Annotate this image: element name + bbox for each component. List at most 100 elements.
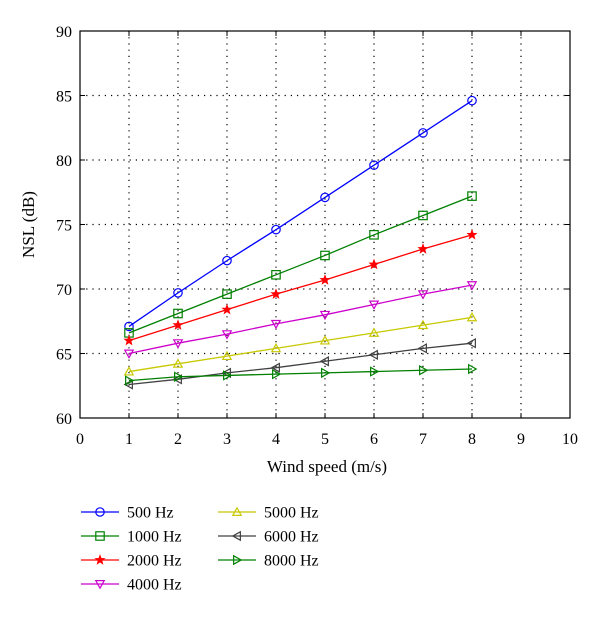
series-line bbox=[128, 195, 473, 334]
series-2000hz bbox=[123, 228, 478, 346]
data-point bbox=[466, 337, 476, 349]
data-point bbox=[270, 288, 282, 299]
legend-label: 2000 Hz bbox=[127, 553, 182, 570]
x-tick-label: 6 bbox=[370, 431, 378, 448]
legend-marker bbox=[231, 506, 243, 516]
data-point bbox=[369, 230, 379, 240]
data-point bbox=[417, 243, 429, 254]
data-point bbox=[368, 300, 380, 310]
legend-marker bbox=[95, 507, 105, 517]
data-point bbox=[173, 288, 183, 298]
data-point bbox=[222, 255, 232, 266]
data-point bbox=[272, 368, 282, 380]
data-point bbox=[271, 270, 281, 280]
data-point bbox=[467, 95, 477, 106]
legend-label: 5000 Hz bbox=[264, 505, 319, 522]
legend-marker bbox=[231, 530, 241, 542]
data-point bbox=[369, 160, 379, 170]
data-point bbox=[221, 330, 233, 340]
grid-lines bbox=[80, 31, 570, 418]
data-point bbox=[368, 258, 380, 270]
legend-item: 8000 Hz bbox=[218, 553, 319, 570]
y-tick-label: 90 bbox=[56, 24, 72, 41]
data-point bbox=[319, 335, 331, 345]
data-point bbox=[124, 321, 134, 332]
legend-label: 4000 Hz bbox=[127, 577, 182, 594]
data-point bbox=[370, 366, 380, 377]
data-point bbox=[270, 362, 280, 373]
legend-marker bbox=[95, 531, 105, 541]
data-point bbox=[123, 334, 135, 346]
data-point bbox=[319, 310, 331, 321]
data-point bbox=[418, 210, 428, 221]
legend-item: 6000 Hz bbox=[218, 529, 319, 546]
x-tick-label: 8 bbox=[468, 431, 476, 448]
legend: 500 Hz 1000 Hz 2000 Hz 4000 Hz 5000 Hz 6000 H… bbox=[81, 505, 319, 594]
series-6000hz bbox=[123, 337, 476, 390]
axes: 0 1 2 3 4 5 6 7 8 9 10 60 65 70 75 80 85 90 Wind speed (m/… bbox=[19, 24, 578, 476]
data-point bbox=[125, 375, 135, 386]
series-line bbox=[128, 342, 473, 386]
data-point bbox=[368, 349, 378, 361]
y-tick-label: 85 bbox=[56, 89, 72, 106]
legend-label: 8000 Hz bbox=[264, 553, 319, 570]
data-point bbox=[419, 365, 429, 376]
series-line bbox=[128, 368, 473, 382]
data-point bbox=[172, 319, 184, 330]
series-line bbox=[128, 316, 473, 373]
legend-item: 5000 Hz bbox=[218, 505, 319, 522]
data-point bbox=[468, 363, 478, 375]
legend-marker bbox=[233, 554, 243, 566]
data-point bbox=[174, 371, 184, 382]
data-point bbox=[271, 224, 281, 235]
x-tick-label: 5 bbox=[321, 431, 329, 448]
data-point bbox=[319, 356, 329, 367]
x-tick-label: 9 bbox=[517, 431, 525, 448]
data-point bbox=[320, 250, 330, 261]
series-line bbox=[128, 100, 473, 327]
data-point bbox=[172, 339, 184, 349]
legend-marker bbox=[94, 554, 106, 565]
data-point bbox=[319, 274, 331, 285]
x-tick-label: 4 bbox=[272, 431, 280, 448]
legend-item: 500 Hz bbox=[81, 505, 174, 522]
data-point bbox=[417, 319, 429, 330]
y-tick-label: 60 bbox=[56, 411, 72, 428]
x-tick-label: 7 bbox=[419, 431, 427, 448]
x-tick-label: 0 bbox=[76, 431, 84, 448]
series-5000hz bbox=[123, 311, 478, 376]
legend-label: 1000 Hz bbox=[127, 529, 182, 546]
data-point bbox=[270, 342, 282, 353]
y-tick-label: 80 bbox=[56, 153, 72, 170]
legend-item: 1000 Hz bbox=[81, 529, 182, 546]
series-line bbox=[128, 234, 473, 342]
data-point bbox=[466, 281, 478, 291]
legend-marker bbox=[94, 580, 106, 590]
series-4000hz bbox=[123, 281, 478, 359]
data-point bbox=[123, 379, 133, 390]
legend-item: 4000 Hz bbox=[81, 577, 182, 594]
legend-label: 500 Hz bbox=[127, 505, 174, 522]
y-tick-label: 75 bbox=[56, 218, 72, 235]
x-tick-label: 1 bbox=[125, 431, 133, 448]
x-axis-title: Wind speed (m/s) bbox=[267, 457, 387, 476]
x-tick-label: 3 bbox=[223, 431, 231, 448]
series-lines bbox=[123, 95, 478, 390]
legend-item: 2000 Hz bbox=[81, 553, 182, 570]
x-tick-label: 10 bbox=[562, 431, 578, 448]
data-point bbox=[321, 367, 331, 379]
data-point bbox=[368, 327, 380, 337]
data-point bbox=[466, 311, 478, 322]
series-500hz bbox=[124, 95, 477, 332]
data-point bbox=[123, 366, 135, 376]
data-point bbox=[223, 370, 233, 381]
y-tick-label: 70 bbox=[56, 282, 72, 299]
data-point bbox=[173, 308, 183, 319]
series-line bbox=[128, 284, 473, 355]
legend-label: 6000 Hz bbox=[264, 529, 319, 546]
data-point bbox=[467, 191, 477, 201]
data-point bbox=[221, 350, 233, 361]
series-8000hz bbox=[125, 363, 478, 386]
data-point bbox=[123, 349, 135, 359]
